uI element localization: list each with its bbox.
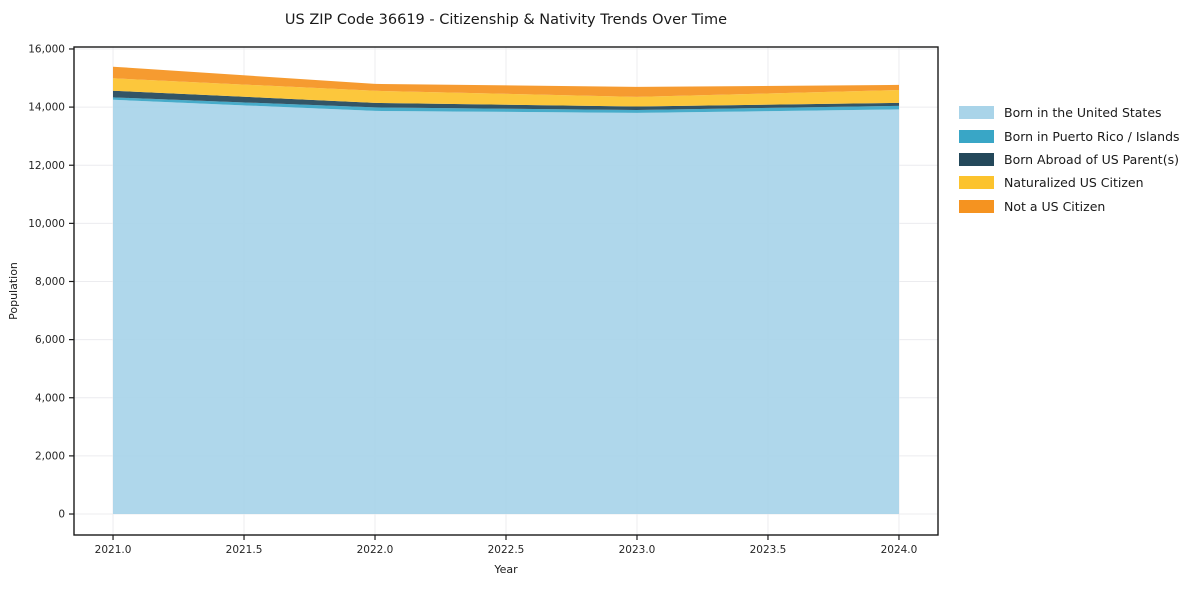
x-tick-label: 2023.0 [619, 544, 656, 556]
area-series-3 [113, 78, 899, 107]
legend-label: Naturalized US Citizen [1004, 175, 1144, 191]
legend-item: Naturalized US Citizen [959, 171, 1180, 194]
y-axis-label: Population [7, 262, 20, 320]
legend-swatch [959, 129, 994, 143]
y-tick-label: 6,000 [35, 334, 65, 346]
legend-label: Born in Puerto Rico / Islands [1004, 128, 1180, 144]
y-tick-label: 4,000 [35, 392, 65, 404]
legend-item: Born Abroad of US Parent(s) [959, 148, 1180, 171]
y-tick-label: 12,000 [28, 160, 65, 172]
area-series-2 [113, 90, 899, 110]
y-tick-label: 10,000 [28, 218, 65, 230]
area-series-1 [113, 97, 899, 113]
legend: Born in the United States Born in Puerto … [959, 101, 1180, 218]
legend-label: Not a US Citizen [1004, 198, 1106, 214]
y-tick-label: 2,000 [35, 450, 65, 462]
x-tick-label: 2021.5 [226, 544, 263, 556]
y-tick-label: 8,000 [35, 276, 65, 288]
legend-label: Born in the United States [1004, 105, 1162, 121]
x-tick-label: 2023.5 [750, 544, 787, 556]
legend-swatch [959, 176, 994, 190]
x-tick-label: 2022.5 [488, 544, 525, 556]
x-tick-label: 2022.0 [357, 544, 394, 556]
y-tick-label: 0 [58, 509, 65, 521]
legend-swatch [959, 152, 994, 166]
legend-item: Not a US Citizen [959, 195, 1180, 218]
legend-item: Born in the United States [959, 101, 1180, 124]
chart-title: US ZIP Code 36619 - Citizenship & Nativi… [285, 12, 727, 28]
area-series-4 [113, 66, 899, 97]
area-series-0 [113, 99, 899, 515]
legend-swatch [959, 199, 994, 213]
y-tick-label: 14,000 [28, 102, 65, 114]
legend-label: Born Abroad of US Parent(s) [1004, 151, 1179, 167]
y-tick-label: 16,000 [28, 44, 65, 56]
plot-area: 2021.0 2021.5 2022.0 2022.5 2023.0 2023.5 2024… [28, 44, 939, 556]
x-axis-label: Year [493, 563, 518, 576]
legend-item: Born in Puerto Rico / Islands [959, 124, 1180, 147]
x-tick-label: 2021.0 [95, 544, 132, 556]
x-tick-label: 2024.0 [881, 544, 918, 556]
legend-swatch [959, 106, 994, 120]
